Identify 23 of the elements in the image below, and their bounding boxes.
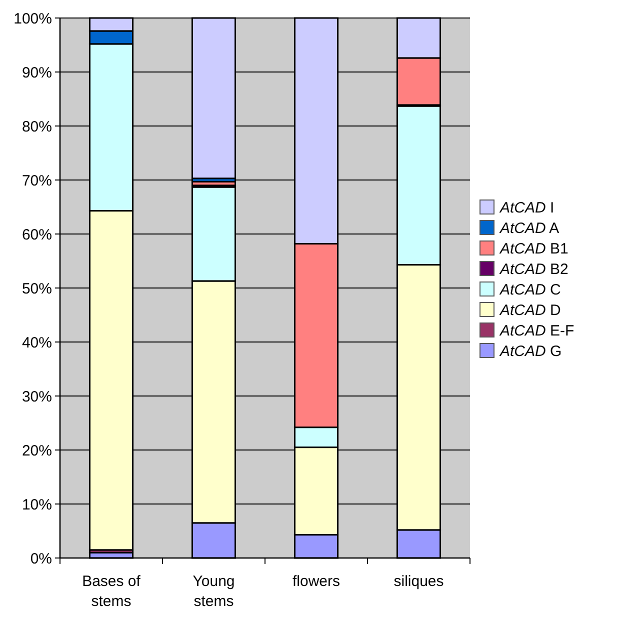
y-tick-label: 20% bbox=[22, 442, 52, 460]
y-tick-label: 40% bbox=[22, 334, 52, 352]
x-tick-label: flowers bbox=[292, 573, 340, 590]
legend-label: AtCAD D bbox=[499, 302, 562, 319]
y-tick-label: 30% bbox=[22, 388, 52, 406]
legend-label: AtCAD G bbox=[499, 342, 562, 360]
y-tick-label: 0% bbox=[30, 550, 52, 568]
x-tick-label: Bases of stems bbox=[82, 573, 142, 610]
legend-label: AtCAD I bbox=[499, 199, 554, 216]
legend-label: AtCAD B2 bbox=[499, 260, 568, 278]
x-tick-label: Young stems bbox=[192, 573, 235, 610]
y-tick-label: 50% bbox=[22, 280, 52, 298]
y-tick-label: 70% bbox=[22, 172, 52, 190]
legend-label: AtCAD B1 bbox=[499, 240, 568, 258]
y-tick-label: 100% bbox=[14, 10, 52, 28]
legend-label: AtCAD C bbox=[499, 281, 562, 298]
y-tick-label: 10% bbox=[22, 496, 52, 514]
legend-label: AtCAD E-F bbox=[499, 322, 574, 340]
x-tick-label: siliques bbox=[394, 573, 444, 590]
y-tick-label: 80% bbox=[22, 118, 52, 136]
legend-label: AtCAD A bbox=[499, 220, 560, 237]
y-tick-label: 60% bbox=[22, 226, 52, 244]
y-tick-label: 90% bbox=[22, 64, 52, 82]
